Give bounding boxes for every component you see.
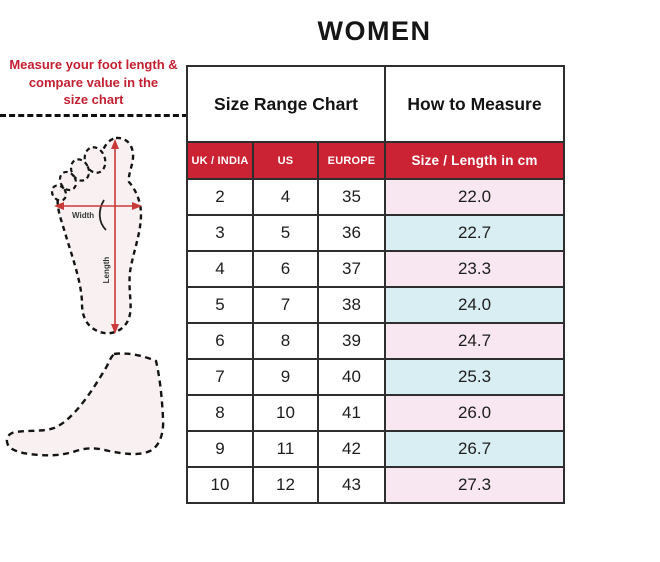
uk-size-cell: 4	[186, 250, 254, 288]
table-row: 4 6 37 23.3	[186, 250, 565, 288]
us-size-cell: 12	[252, 466, 319, 504]
col-header-uk-india: UK / INDIA	[186, 141, 254, 180]
us-size-cell: 9	[252, 358, 319, 396]
us-size-cell: 6	[252, 250, 319, 288]
foot-sole-diagram: Width Length	[50, 136, 143, 335]
uk-size-cell: 6	[186, 322, 254, 360]
instruction-line-3: size chart	[63, 92, 124, 108]
cm-length-cell: 24.7	[384, 322, 565, 360]
size-range-chart-header: Size Range Chart	[186, 65, 386, 143]
eu-size-cell: 38	[317, 286, 386, 324]
length-arrow	[111, 139, 119, 334]
uk-size-cell: 3	[186, 214, 254, 252]
cm-length-cell: 27.3	[384, 466, 565, 504]
us-size-cell: 10	[252, 394, 319, 432]
table-row: 5 7 38 24.0	[186, 286, 565, 324]
uk-size-cell: 10	[186, 466, 254, 504]
instruction-line-1: Measure your foot length &	[9, 57, 178, 72]
col-header-us: US	[252, 141, 319, 180]
page-title: WOMEN	[317, 16, 432, 46]
how-to-measure-header: How to Measure	[384, 65, 565, 143]
toe-icon	[69, 158, 91, 182]
instruction-line-2: compare value in the	[28, 74, 159, 90]
uk-size-cell: 9	[186, 430, 254, 468]
table-row: 6 8 39 24.7	[186, 322, 565, 360]
us-size-cell: 8	[252, 322, 319, 360]
dashed-separator	[0, 114, 188, 117]
us-size-cell: 5	[252, 214, 319, 252]
eu-size-cell: 42	[317, 430, 386, 468]
eu-size-cell: 41	[317, 394, 386, 432]
col-header-size-length: Size / Length in cm	[384, 141, 565, 180]
eu-size-cell: 43	[317, 466, 386, 504]
foot-side-outline	[5, 352, 165, 457]
cm-length-cell: 22.0	[384, 178, 565, 216]
table-row: 2 4 35 22.0	[186, 178, 565, 216]
cm-length-cell: 23.3	[384, 250, 565, 288]
table-row: 8 10 41 26.0	[186, 394, 565, 432]
uk-size-cell: 2	[186, 178, 254, 216]
table-title-row: Size Range Chart How to Measure	[186, 65, 565, 143]
col-header-europe: EUROPE	[317, 141, 386, 180]
foot-side-diagram	[5, 352, 165, 457]
eu-size-cell: 35	[317, 178, 386, 216]
cm-length-cell: 26.7	[384, 430, 565, 468]
eu-size-cell: 36	[317, 214, 386, 252]
table-row: 10 12 43 27.3	[186, 466, 565, 504]
uk-size-cell: 7	[186, 358, 254, 396]
arch-crease	[98, 199, 107, 231]
foot-sole-outline	[56, 136, 143, 335]
size-table: Size Range Chart How to Measure UK / IND…	[186, 65, 565, 504]
table-row: 3 5 36 22.7	[186, 214, 565, 252]
cm-length-cell: 26.0	[384, 394, 565, 432]
toe-icon	[50, 184, 68, 202]
width-label: Width	[72, 211, 94, 220]
uk-size-cell: 5	[186, 286, 254, 324]
eu-size-cell: 39	[317, 322, 386, 360]
width-arrow	[54, 202, 142, 210]
eu-size-cell: 37	[317, 250, 386, 288]
instruction-text: Measure your foot length & compare value…	[2, 56, 185, 109]
table-row: 9 11 42 26.7	[186, 430, 565, 468]
cm-length-cell: 25.3	[384, 358, 565, 396]
cm-length-cell: 24.0	[384, 286, 565, 324]
us-size-cell: 4	[252, 178, 319, 216]
table-row: 7 9 40 25.3	[186, 358, 565, 396]
length-label: Length	[102, 257, 111, 284]
us-size-cell: 11	[252, 430, 319, 468]
column-header-row: UK / INDIA US EUROPE Size / Length in cm	[186, 141, 565, 180]
cm-length-cell: 22.7	[384, 214, 565, 252]
us-size-cell: 7	[252, 286, 319, 324]
eu-size-cell: 40	[317, 358, 386, 396]
uk-size-cell: 8	[186, 394, 254, 432]
toe-icon	[58, 170, 78, 192]
